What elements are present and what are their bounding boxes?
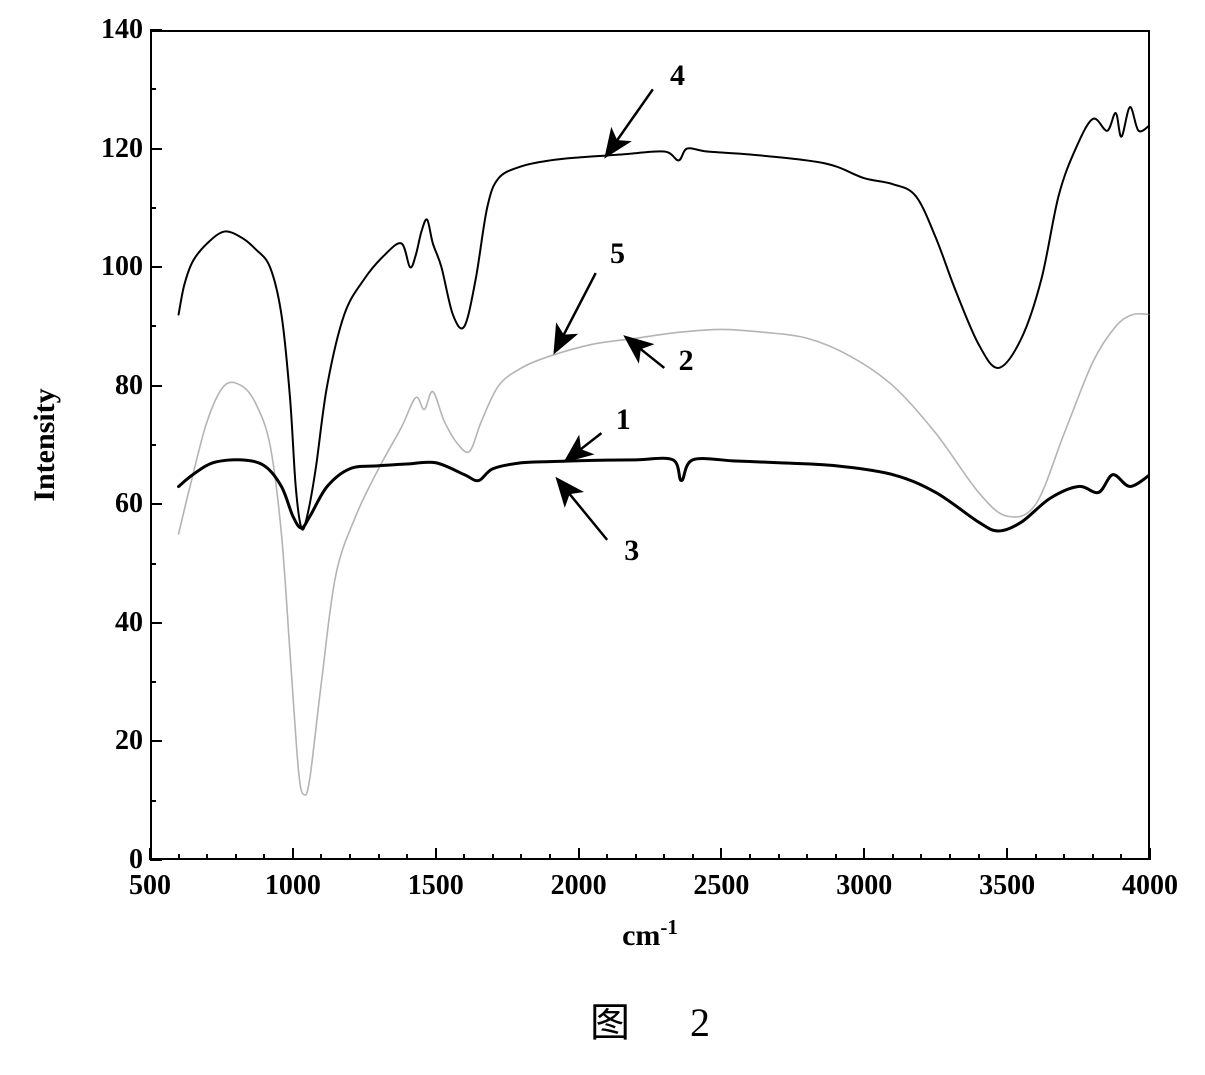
axis-tick: [835, 854, 837, 860]
axis-tick: [1149, 848, 1151, 860]
axis-tick: [606, 854, 608, 860]
y-tick-label: 0: [95, 844, 143, 876]
axis-tick: [150, 266, 162, 268]
axis-tick: [435, 848, 437, 860]
axis-tick: [150, 800, 156, 802]
axis-tick: [263, 854, 265, 860]
figure-page: Intensity cm-1 图 2 500100015002000250030…: [0, 0, 1205, 1075]
axis-tick: [520, 854, 522, 860]
x-axis-label-text: cm: [622, 919, 660, 952]
annotation-arrow-5: [556, 273, 596, 350]
annotation-label-1: 1: [616, 403, 631, 437]
axis-tick: [663, 854, 665, 860]
axis-tick: [150, 503, 162, 505]
axis-tick: [150, 740, 162, 742]
axis-tick: [1006, 848, 1008, 860]
axis-tick: [178, 854, 180, 860]
x-axis-label-sup: -1: [660, 915, 678, 939]
axis-tick: [150, 207, 156, 209]
axis-tick: [463, 854, 465, 860]
axis-tick: [320, 854, 322, 860]
axis-tick: [150, 29, 162, 31]
axis-tick: [150, 148, 162, 150]
x-tick-label: 1500: [408, 870, 464, 902]
y-axis-title: Intensity: [28, 388, 62, 501]
y-tick-label: 80: [95, 370, 143, 402]
axis-tick: [378, 854, 380, 860]
axis-tick: [920, 854, 922, 860]
axis-tick: [863, 848, 865, 860]
axis-tick: [206, 854, 208, 860]
axis-tick: [1120, 854, 1122, 860]
annotation-arrow-1: [567, 433, 601, 460]
annotation-label-5: 5: [610, 237, 625, 271]
annotation-label-4: 4: [670, 59, 685, 93]
axis-tick: [806, 854, 808, 860]
caption-zh: 图: [590, 1000, 630, 1045]
y-tick-label: 140: [95, 14, 143, 46]
x-tick-label: 3000: [836, 870, 892, 902]
y-tick-label: 20: [95, 725, 143, 757]
axis-tick: [549, 854, 551, 860]
annotation-label-2: 2: [679, 344, 694, 378]
axis-tick: [235, 854, 237, 860]
annotation-arrow-4: [607, 89, 653, 154]
axis-tick: [150, 859, 162, 861]
axis-tick: [150, 88, 156, 90]
x-tick-label: 2000: [551, 870, 607, 902]
x-tick-label: 1000: [265, 870, 321, 902]
annotation-arrow-2: [627, 338, 664, 368]
axis-tick: [150, 385, 162, 387]
axis-tick: [635, 854, 637, 860]
axis-tick: [1063, 854, 1065, 860]
axis-tick: [749, 854, 751, 860]
axis-tick: [150, 563, 156, 565]
x-tick-label: 2500: [693, 870, 749, 902]
annotation-label-3: 3: [624, 534, 639, 568]
axis-tick: [492, 854, 494, 860]
axis-tick: [292, 848, 294, 860]
x-axis-title: cm-1: [622, 915, 678, 953]
axis-tick: [692, 854, 694, 860]
axis-tick: [892, 854, 894, 860]
caption-number: 2: [690, 1000, 710, 1045]
annotation-arrows-svg: [150, 30, 1150, 860]
axis-tick: [349, 854, 351, 860]
axis-tick: [1092, 854, 1094, 860]
axis-tick: [150, 444, 156, 446]
axis-tick: [406, 854, 408, 860]
axis-tick: [150, 325, 156, 327]
figure-caption: 图 2: [590, 990, 710, 1048]
x-tick-label: 4000: [1122, 870, 1178, 902]
y-tick-label: 40: [95, 607, 143, 639]
x-tick-label: 3500: [979, 870, 1035, 902]
axis-tick: [720, 848, 722, 860]
y-tick-label: 60: [95, 488, 143, 520]
axis-tick: [150, 622, 162, 624]
axis-tick: [150, 681, 156, 683]
axis-tick: [949, 854, 951, 860]
axis-tick: [978, 854, 980, 860]
y-tick-label: 120: [95, 133, 143, 165]
axis-tick: [578, 848, 580, 860]
axis-tick: [1035, 854, 1037, 860]
annotation-arrow-3: [559, 481, 608, 540]
y-tick-label: 100: [95, 251, 143, 283]
axis-tick: [778, 854, 780, 860]
y-axis-label-text: Intensity: [28, 388, 61, 501]
plot-area: [150, 30, 1150, 860]
